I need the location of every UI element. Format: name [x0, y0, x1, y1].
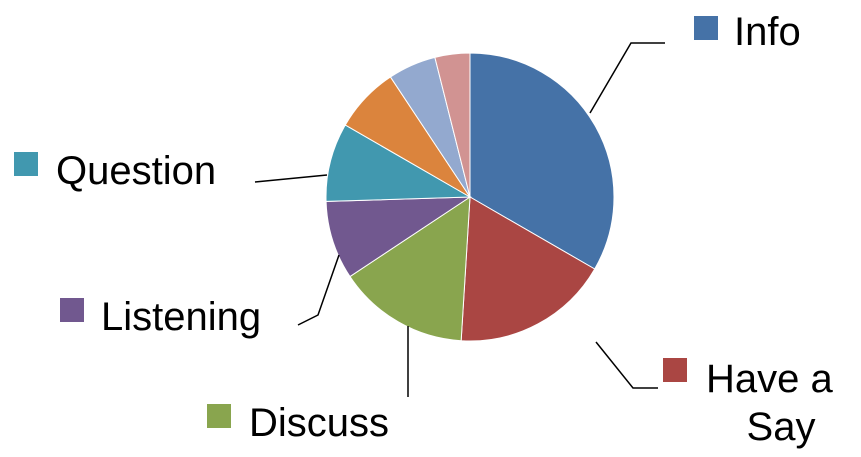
data-label-have-a-say-line2: Say — [747, 405, 816, 449]
label-swatch-discuss — [207, 404, 231, 428]
pie-slice-info — [469, 52, 615, 270]
leader-line-question — [254, 174, 328, 183]
data-label-discuss: Discuss — [249, 401, 389, 445]
leader-line-info — [589, 42, 665, 114]
data-label-info: Info — [734, 10, 801, 54]
data-label-question: Question — [56, 149, 216, 193]
label-swatch-question — [14, 152, 38, 176]
label-swatch-have-a-say — [663, 358, 687, 382]
pie-slice-discuss — [349, 196, 471, 342]
leader-line-have-a-say — [595, 341, 658, 389]
pie-slice-have-a-say — [460, 196, 596, 342]
data-label-listening: Listening — [101, 295, 261, 339]
leader-line-listening — [297, 254, 340, 326]
label-swatch-info — [694, 16, 718, 40]
pie-slices — [325, 52, 615, 342]
leader-lines — [254, 42, 665, 397]
pie-slice-unlabeled-7 — [434, 52, 471, 198]
data-label-have-a-say: Have a — [706, 357, 833, 401]
label-swatch-listening — [60, 298, 84, 322]
